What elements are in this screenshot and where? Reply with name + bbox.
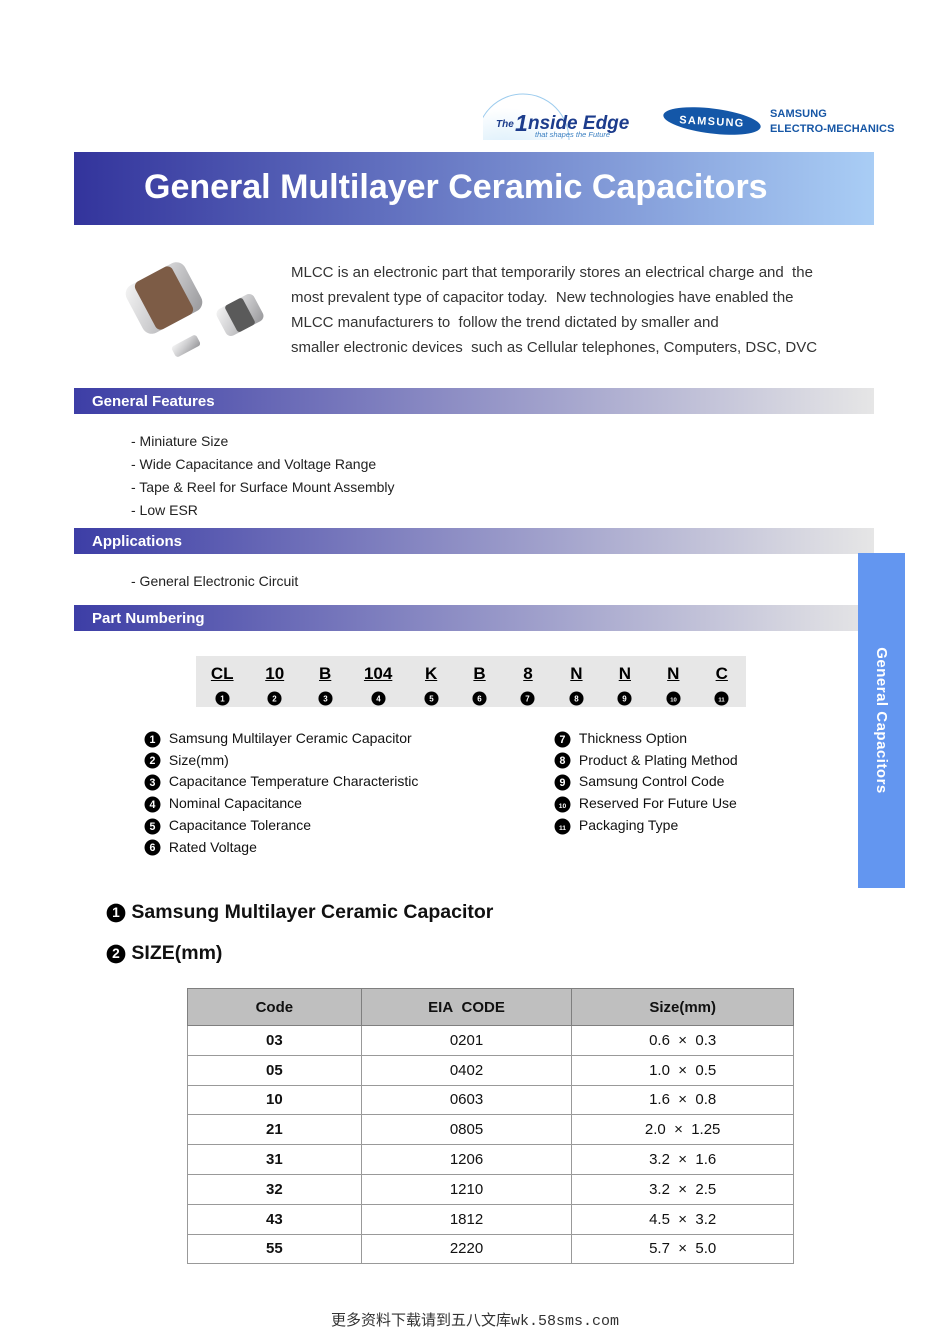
svg-text:2: 2 [272, 695, 277, 704]
svg-text:11: 11 [719, 698, 726, 704]
svg-text:8: 8 [560, 755, 566, 767]
svg-text:3: 3 [150, 777, 156, 789]
svg-text:2: 2 [112, 946, 120, 961]
svg-text:5: 5 [150, 820, 156, 832]
svg-text:8: 8 [574, 695, 579, 704]
svg-text:6: 6 [150, 842, 156, 854]
svg-text:2: 2 [150, 755, 156, 767]
svg-text:7: 7 [526, 695, 531, 704]
svg-text:4: 4 [150, 799, 156, 811]
svg-text:6: 6 [477, 695, 482, 704]
svg-text:1: 1 [150, 734, 156, 746]
svg-text:that shapes the Future: that shapes the Future [535, 130, 610, 139]
svg-text:The: The [496, 119, 514, 130]
svg-text:1: 1 [112, 905, 120, 920]
svg-text:7: 7 [560, 734, 566, 746]
svg-text:5: 5 [429, 695, 434, 704]
svg-text:10: 10 [559, 803, 567, 810]
svg-text:1: 1 [515, 110, 528, 136]
svg-text:1: 1 [220, 695, 225, 704]
svg-text:9: 9 [560, 777, 566, 789]
svg-text:4: 4 [376, 695, 381, 704]
svg-text:11: 11 [559, 824, 566, 831]
svg-text:10: 10 [670, 698, 677, 704]
svg-text:3: 3 [323, 695, 328, 704]
svg-text:9: 9 [623, 695, 628, 704]
